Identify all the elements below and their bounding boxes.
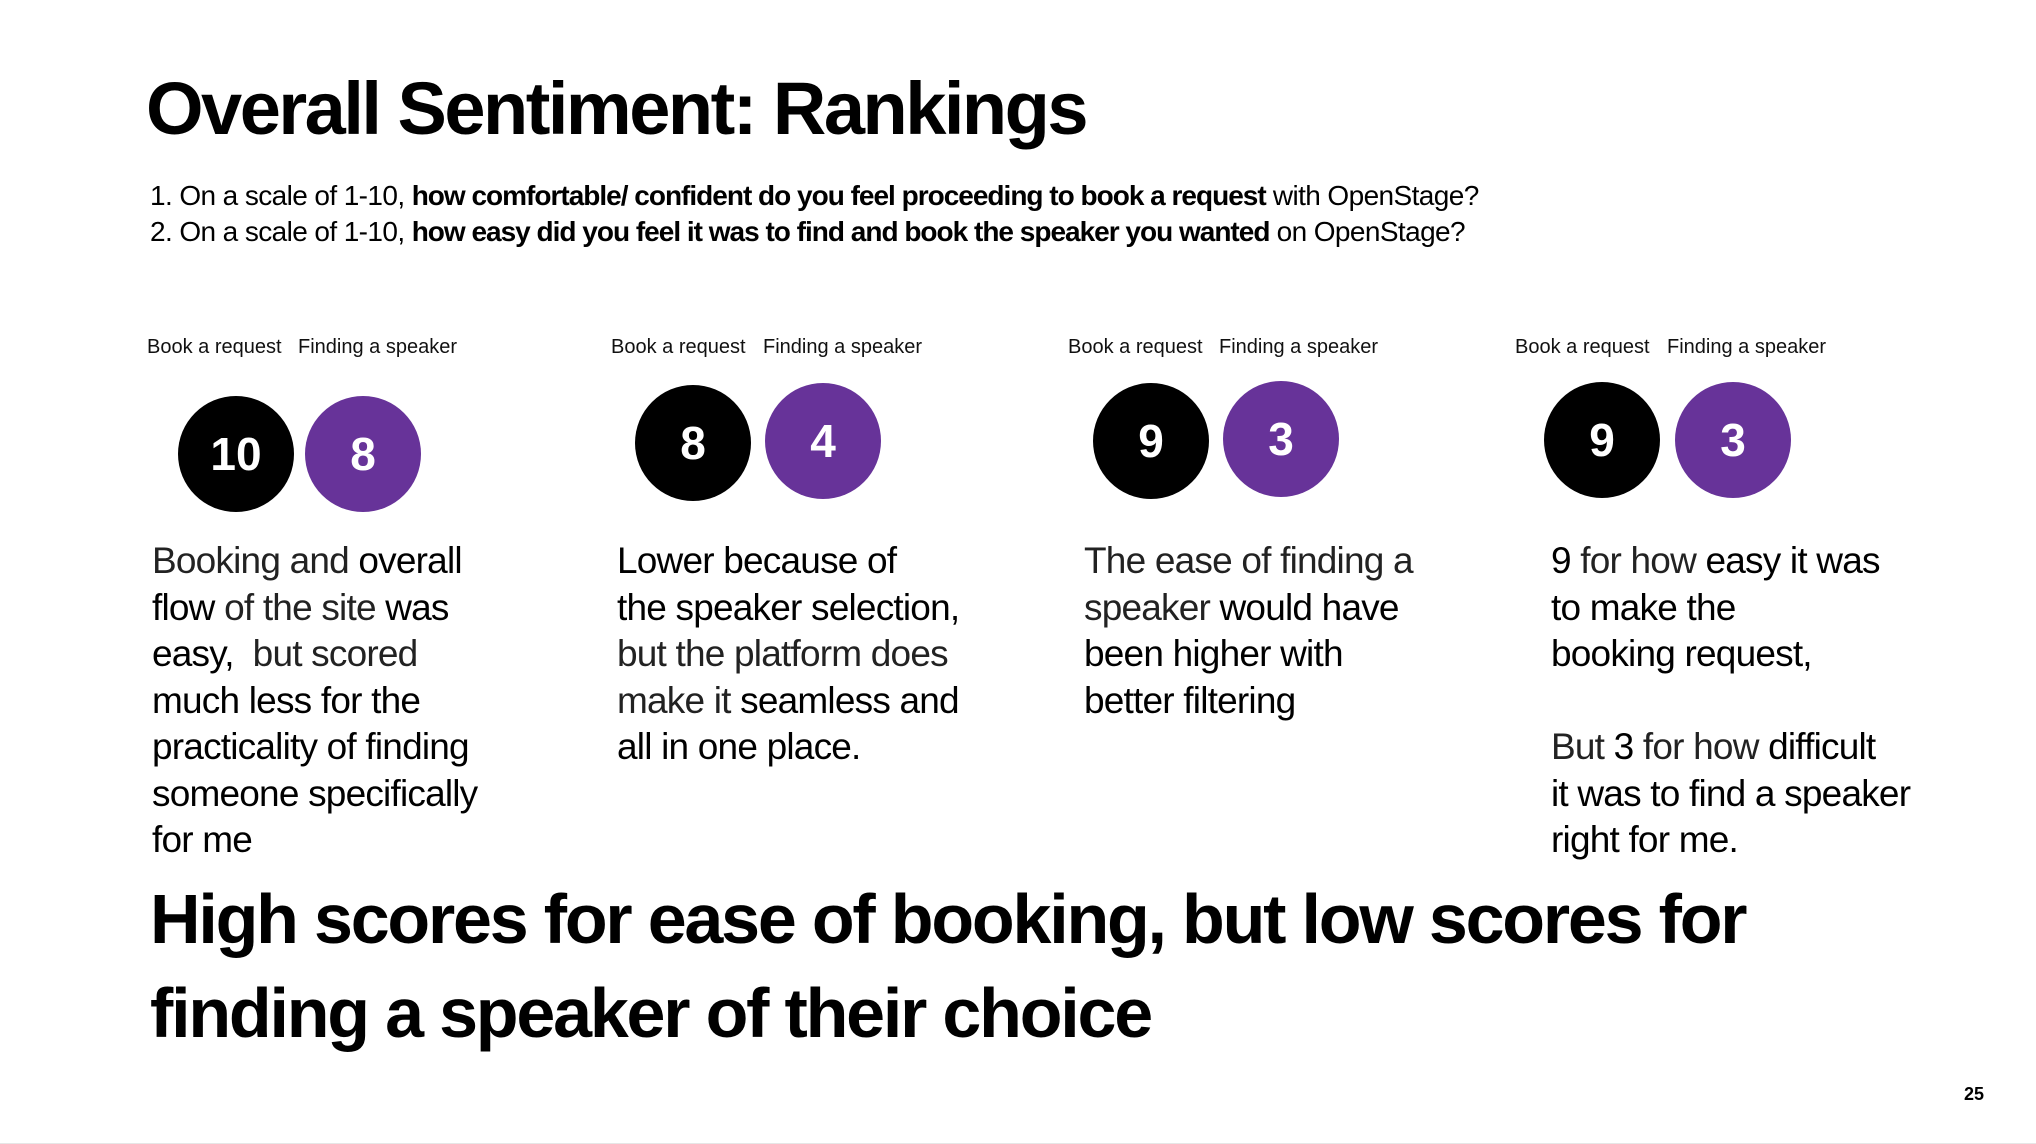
comment-line: better filtering [1084, 679, 1296, 721]
conclusion-statement: High scores for ease of booking, but low… [150, 872, 1748, 1060]
comment-line: flow of the site was [152, 586, 449, 628]
respondent-comment: 9 for how easy it was to make the bookin… [1551, 538, 1911, 864]
book-score-circle: 9 [1093, 383, 1209, 499]
label-finding-speaker: Finding a speaker [1219, 336, 1378, 358]
book-score-circle: 10 [178, 396, 294, 512]
comment-line: for me [152, 819, 253, 860]
comment-line: someone specifically [152, 772, 478, 814]
comment-line: booking request, [1551, 633, 1813, 674]
comment-line: right for me. [1551, 819, 1739, 860]
question-suffix: on OpenStage? [1269, 216, 1466, 247]
score-labels: Book a request Finding a speaker [611, 336, 922, 359]
finding-score-circle: 3 [1223, 381, 1339, 497]
comment-line: practicality of finding [152, 726, 470, 767]
label-book-request: Book a request [1068, 336, 1203, 358]
comment-line: make it seamless and [617, 679, 960, 721]
comment-line: all in one place. [617, 726, 861, 767]
comment-line: but the platform does [617, 633, 949, 674]
page-number: 25 [1964, 1084, 1985, 1104]
comment-line: it was to find a speaker [1551, 772, 1911, 814]
comment-line: But 3 for how difficult [1551, 726, 1876, 767]
question-emphasis: how easy did you feel it was to find and… [411, 216, 1271, 247]
finding-score-circle: 3 [1675, 382, 1791, 498]
question-prefix: 1. On a scale of 1-10, [150, 180, 412, 211]
label-book-request: Book a request [611, 336, 746, 358]
comment-line: The ease of finding a [1084, 540, 1414, 581]
label-finding-speaker: Finding a speaker [763, 336, 922, 358]
question-suffix: with OpenStage? [1265, 180, 1479, 211]
label-finding-speaker: Finding a speaker [1667, 336, 1826, 358]
respondent-comment: Lower because of the speaker selection, … [617, 538, 960, 771]
conclusion-line-2: finding a speaker of their choice [150, 974, 1153, 1052]
comment-line: 9 for how easy it was [1551, 540, 1881, 581]
finding-score-circle: 4 [765, 383, 881, 499]
score-labels: Book a request Finding a speaker [147, 336, 457, 359]
label-book-request: Book a request [147, 336, 282, 358]
question-1: 1. On a scale of 1-10, how comfortable/ … [150, 178, 1479, 214]
comment-line: Booking and overall [152, 540, 463, 581]
score-labels: Book a request Finding a speaker [1515, 336, 1826, 359]
slide-title: Overall Sentiment: Rankings [146, 67, 1089, 150]
finding-score-circle: 8 [305, 396, 421, 512]
label-finding-speaker: Finding a speaker [298, 336, 457, 358]
book-score-circle: 8 [635, 385, 751, 501]
book-score-circle: 9 [1544, 382, 1660, 498]
comment-line: much less for the [152, 679, 421, 721]
comment-line [1551, 678, 1910, 725]
question-2: 2. On a scale of 1-10, how easy did you … [150, 214, 1479, 250]
question-prefix: 2. On a scale of 1-10, [150, 216, 412, 247]
comment-line: the speaker selection, [617, 586, 960, 628]
comment-line: been higher with [1084, 633, 1344, 674]
comment-line: easy, but scored [152, 633, 418, 674]
respondent-comment: The ease of finding a speaker would have… [1084, 538, 1414, 724]
conclusion-line-1: High scores for ease of booking, but low… [150, 880, 1748, 958]
question-emphasis: how comfortable/ confident do you feel p… [411, 180, 1267, 211]
comment-line: to make the [1551, 586, 1736, 628]
respondent-comment: Booking and overall flow of the site was… [152, 538, 478, 864]
comment-line: Lower because of [617, 540, 897, 581]
comment-line: speaker would have [1084, 586, 1400, 628]
survey-questions: 1. On a scale of 1-10, how comfortable/ … [150, 178, 1479, 250]
score-labels: Book a request Finding a speaker [1068, 336, 1378, 359]
label-book-request: Book a request [1515, 336, 1650, 358]
